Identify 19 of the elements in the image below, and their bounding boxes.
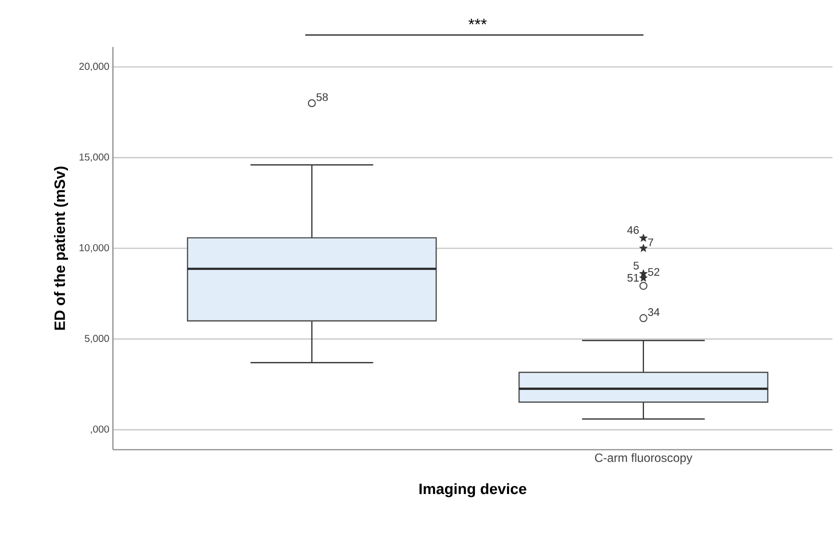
point	[639, 234, 648, 242]
annotation: 7	[648, 238, 654, 246]
annotation: 52	[648, 268, 660, 276]
x-axis-title: Imaging device	[420, 483, 526, 498]
point	[639, 244, 648, 252]
text: ***	[468, 18, 487, 25]
annotation: 5	[634, 262, 639, 270]
y-axis-title: ED of the patient (mSv)	[54, 166, 68, 330]
point	[639, 270, 648, 278]
y-tick-label: 10,000	[80, 244, 110, 253]
y-tick-label: 5,000	[84, 335, 110, 344]
annotation: 34	[648, 308, 660, 316]
x-tick-label: C-arm fluoroscopy	[595, 453, 692, 465]
annotation: 51	[627, 274, 639, 282]
annotation: 58	[316, 93, 328, 102]
y-tick-label: 20,000	[79, 62, 110, 72]
y-tick-label: ,000	[90, 426, 110, 434]
y-tick-label: 15,000	[80, 154, 110, 162]
annotation: 46	[627, 226, 639, 234]
